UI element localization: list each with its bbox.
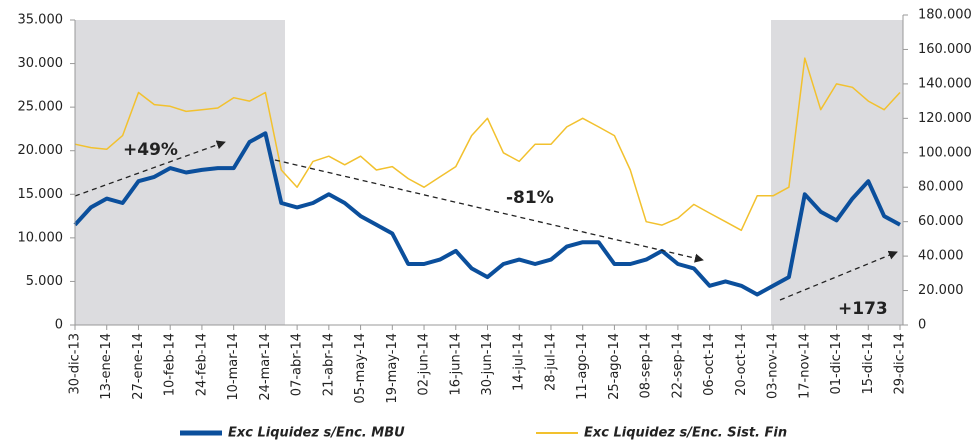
series-line [74,57,901,232]
y2-tick-label: 160.000 [918,42,972,57]
series-line [73,131,901,297]
y-tick-label: 30.000 [18,56,64,71]
trend-arrow [274,159,704,263]
x-tick-label: 06-oct-14 [702,333,717,396]
annotation: +173 [838,299,888,319]
trend-arrow [779,250,898,301]
y2-tick-label: 180.000 [918,8,972,23]
annotation: +49% [123,140,178,160]
x-tick-label: 28-jul-14 [543,333,558,391]
x-tick-label: 08-sep-14 [639,333,654,399]
annotation: -81% [506,188,554,208]
x-tick-label: 30-jun-14 [480,333,495,396]
x-tick-label: 20-oct-14 [734,333,749,396]
x-tick-label: 03-nov-14 [766,333,781,399]
x-tick-label: 10-mar-14 [226,333,241,401]
x-tick-label: 13-ene-14 [99,333,114,400]
y-tick-label: 20.000 [18,143,64,158]
y2-tick-label: 100.000 [918,145,972,160]
x-tick-label: 14-jul-14 [512,333,527,391]
x-tick-label: 01-dic-14 [829,333,844,394]
x-tick-label: 15-dic-14 [861,333,876,394]
x-tick-label: 27-ene-14 [131,333,146,400]
x-tick-label: 24-feb-14 [194,333,209,396]
x-tick-label: 02-jun-14 [417,333,432,396]
y-tick-label: 15.000 [18,187,64,202]
legend-label: Exc Liquidez s/Enc. MBU [228,426,405,441]
y2-tick-label: 60.000 [918,214,964,229]
x-tick-label: 11-ago-14 [575,333,590,400]
legend-label: Exc Liquidez s/Enc. Sist. Fin [584,426,787,441]
y-tick-label: 5.000 [26,274,63,289]
y-tick-label: 25.000 [18,100,64,115]
y2-tick-label: 120.000 [918,111,972,126]
y2-tick-label: 20.000 [918,283,964,298]
y-tick-label: 10.000 [18,230,64,245]
y2-tick-label: 140.000 [918,76,972,91]
y2-tick-label: 80.000 [918,180,964,195]
x-tick-label: 24-mar-14 [258,333,273,401]
x-tick-label: 29-dic-14 [893,333,908,394]
y2-tick-label: 0 [918,318,926,333]
x-tick-label: 19-may-14 [385,333,400,404]
y2-tick-label: 40.000 [918,249,964,264]
y-tick-label: 0 [55,318,63,333]
x-tick-label: 21-abr-14 [321,333,336,396]
y-tick-label: 35.000 [18,13,64,28]
x-tick-label: 22-sep-14 [670,333,685,399]
x-tick-label: 17-nov-14 [797,333,812,399]
x-tick-label: 16-jun-14 [448,333,463,396]
shaded-period [771,20,903,325]
x-tick-label: 10-feb-14 [163,333,178,396]
x-tick-label: 05-may-14 [353,333,368,404]
x-tick-label: 07-abr-14 [290,333,305,396]
x-tick-label: 25-ago-14 [607,333,622,400]
x-tick-label: 30-dic-13 [68,333,83,394]
